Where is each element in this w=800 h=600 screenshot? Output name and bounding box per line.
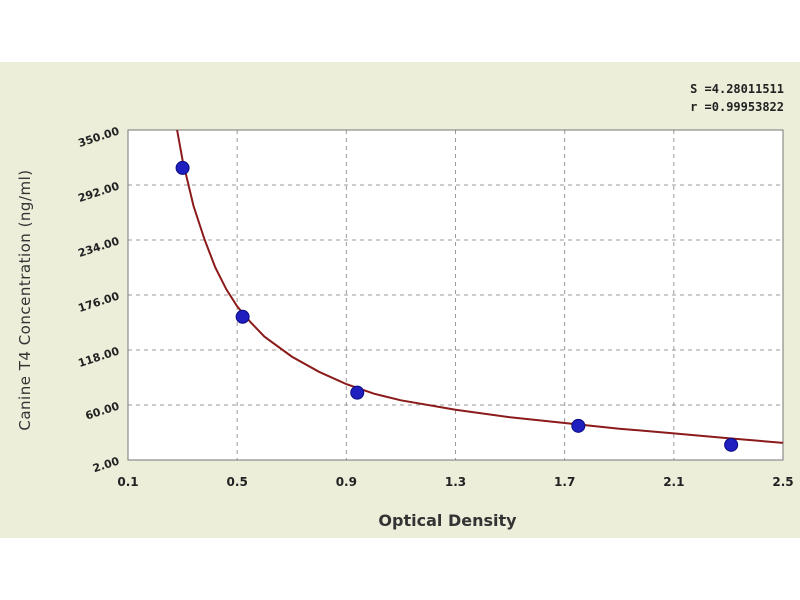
plot-panel: S =4.28011511 r =0.99953822 0.1 0.5 0.9 1.3…: [0, 62, 800, 538]
x-tick-label: 1.3: [445, 475, 466, 489]
y-tick-label: 176.00: [77, 289, 122, 315]
stat-r: r =0.99953822: [690, 100, 784, 114]
x-tick-label: 0.9: [336, 475, 357, 489]
y-tick-label: 2.00: [91, 454, 121, 475]
x-tick-label: 0.1: [117, 475, 138, 489]
data-point: [350, 385, 365, 400]
y-tick-label: 292.00: [77, 179, 122, 205]
x-tick-label: 0.5: [227, 475, 248, 489]
x-tick-label: 1.7: [554, 475, 575, 489]
y-tick-label: 350.00: [77, 124, 122, 150]
stat-s: S =4.28011511: [690, 82, 784, 96]
y-tick-label: 60.00: [84, 399, 121, 422]
standard-curve-chart: 0.1 0.5 0.9 1.3 1.7 2.1 2.5 2.00 60.00 118.00 176.…: [16, 124, 794, 530]
fit-curve: [176, 129, 784, 444]
data-point: [235, 309, 250, 324]
data-point: [724, 437, 739, 452]
x-tick-label: 2.5: [772, 475, 793, 489]
data-point: [571, 418, 586, 433]
plot-frame: [127, 129, 784, 461]
y-tick-label: 118.00: [77, 344, 122, 370]
data-point: [175, 160, 190, 175]
y-axis-label: Canine T4 Concentration (ng/ml): [16, 169, 34, 430]
x-tick-label: 2.1: [663, 475, 684, 489]
y-tick-label: 234.00: [77, 234, 122, 260]
x-axis-label: Optical Density: [378, 511, 517, 530]
